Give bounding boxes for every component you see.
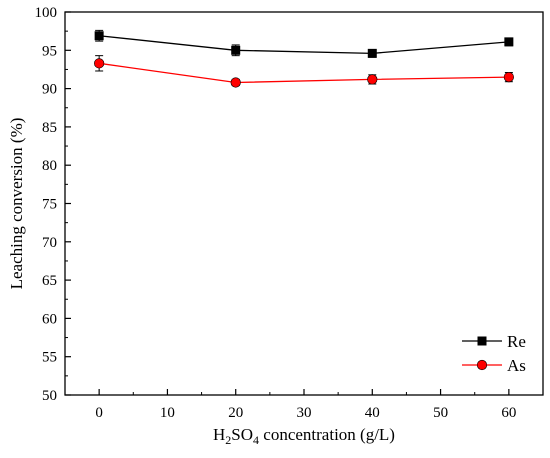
data-point xyxy=(367,74,378,85)
x-axis-title: H2SO4 concentration (g/L) xyxy=(213,425,395,447)
legend-marker xyxy=(476,359,488,371)
y-tick-label: 75 xyxy=(42,197,57,213)
y-tick-label: 70 xyxy=(42,235,57,251)
data-point xyxy=(231,45,241,55)
data-point xyxy=(504,37,514,47)
x-axis-title-sub2: 4 xyxy=(253,433,259,447)
legend-label: Re xyxy=(507,332,526,351)
x-tick-label: 20 xyxy=(228,405,243,421)
series-re xyxy=(94,29,514,58)
x-axis-title-mid: SO xyxy=(231,425,253,444)
x-tick-label: 10 xyxy=(160,405,175,421)
legend-item-re: Re xyxy=(462,332,526,351)
y-tick-label: 90 xyxy=(42,82,57,98)
data-point xyxy=(94,58,105,69)
y-tick-label: 85 xyxy=(42,120,57,136)
x-tick-label: 40 xyxy=(365,405,380,421)
y-tick-label: 60 xyxy=(42,311,57,327)
x-axis-title-suffix: concentration (g/L) xyxy=(259,425,395,444)
y-tick-label: 95 xyxy=(42,43,57,59)
axis-ticks: 0 10 20 30 40 50 60 50 55 60 65 70 75 80 85 90 95 100 xyxy=(35,5,544,421)
x-tick-label: 60 xyxy=(501,405,516,421)
legend-marker xyxy=(477,336,487,346)
data-point xyxy=(230,77,241,88)
series-line-as xyxy=(99,62,509,84)
data-series xyxy=(94,29,514,88)
x-axis-title-sub1: 2 xyxy=(225,433,231,447)
y-tick-label: 65 xyxy=(42,273,57,289)
data-point xyxy=(94,31,104,41)
series-line-re xyxy=(99,35,509,55)
plot-frame xyxy=(64,11,544,396)
series-as xyxy=(94,55,514,88)
x-tick-label: 0 xyxy=(95,405,103,421)
legend-item-as: As xyxy=(462,356,526,375)
x-tick-label: 30 xyxy=(297,405,312,421)
data-point xyxy=(367,48,377,58)
legend: Re As xyxy=(462,332,526,375)
x-tick-label: 50 xyxy=(433,405,448,421)
y-tick-label: 80 xyxy=(42,158,57,174)
y-tick-label: 100 xyxy=(35,5,58,21)
legend-label: As xyxy=(507,356,526,375)
y-tick-label: 50 xyxy=(42,388,57,404)
y-axis-title: Leaching conversion (%) xyxy=(7,118,26,290)
data-point xyxy=(503,72,514,83)
x-axis-title-prefix: H xyxy=(213,425,225,444)
y-tick-label: 55 xyxy=(42,350,57,366)
